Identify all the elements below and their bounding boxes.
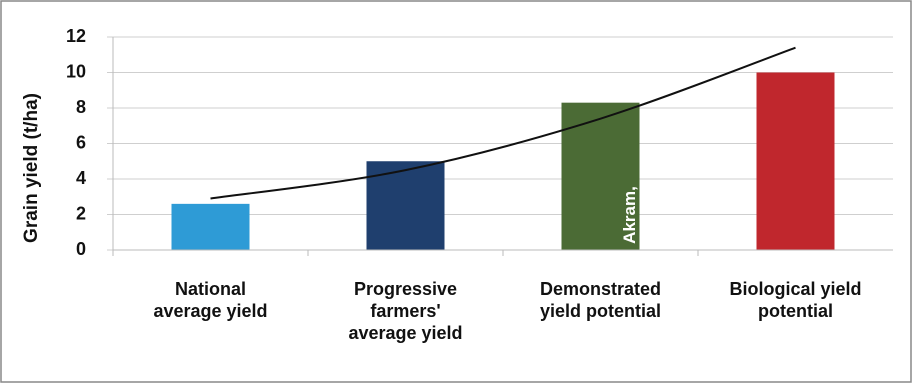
annotation: Akram, xyxy=(620,186,639,244)
y-tick-label: 12 xyxy=(66,26,86,46)
bar xyxy=(171,203,250,250)
y-tick-label: 6 xyxy=(76,132,86,152)
bar xyxy=(756,72,835,250)
y-tick-label: 2 xyxy=(76,203,86,223)
y-tick-label: 4 xyxy=(76,168,86,188)
y-tick-label: 0 xyxy=(76,239,86,259)
y-axis-label: Grain yield (t/ha) xyxy=(21,93,42,243)
x-tick-label: Progressive farmers' average yield xyxy=(348,279,462,343)
y-tick-label: 10 xyxy=(66,61,86,81)
bar xyxy=(366,161,445,250)
x-tick-label: Demonstrated yield potential xyxy=(540,279,661,321)
x-tick-label: National average yield xyxy=(153,279,267,321)
y-tick-label: 8 xyxy=(76,97,86,117)
x-tick-label: Biological yield potential xyxy=(729,279,861,321)
trendline xyxy=(210,46,796,200)
